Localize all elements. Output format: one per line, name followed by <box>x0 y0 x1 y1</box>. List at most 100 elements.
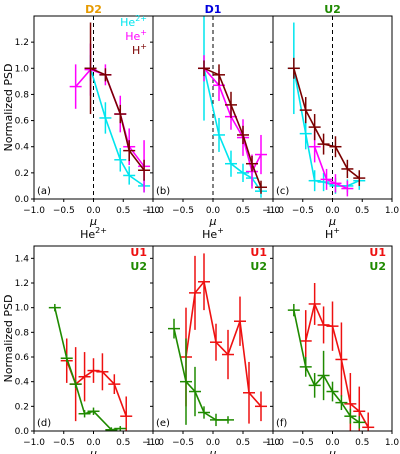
series-U2 <box>287 303 366 429</box>
panel-label: (e) <box>156 418 170 429</box>
x-tick-label: 0.5 <box>236 206 250 216</box>
x-tick-label: −1.0 <box>142 438 164 448</box>
series-Heplus <box>308 131 354 197</box>
x-tick-label: −1.0 <box>262 438 284 448</box>
x-axis-label: μ <box>209 447 217 454</box>
y-tick-label: 0.6 <box>15 117 30 127</box>
y-tick-label: 0.4 <box>15 143 30 153</box>
x-tick-label: 1.0 <box>385 206 400 216</box>
series-U2 <box>48 303 127 431</box>
panel-label: (b) <box>156 186 170 197</box>
legend-entry: U1 <box>250 246 267 259</box>
panel-title: U2 <box>324 3 341 16</box>
y-tick-label: 1.4 <box>15 254 30 264</box>
axes-frame <box>152 245 274 432</box>
series-He2plus <box>84 55 151 193</box>
y-axis-label: Normalized PSD <box>2 295 15 383</box>
y-tick-label: 0.4 <box>15 378 30 388</box>
legend-entry: U1 <box>130 246 147 259</box>
x-axis-label: μ <box>328 215 336 228</box>
x-tick-label: 0.0 <box>86 206 101 216</box>
series-line <box>185 279 262 407</box>
legend-entry: U2 <box>369 260 386 273</box>
legend-entry: U2 <box>130 260 147 273</box>
x-tick-label: 0.5 <box>355 206 369 216</box>
x-tick-label: −1.0 <box>23 438 45 448</box>
panel-b: −1.0 −0.5 0.0 0.5 1.0 μ (b) D1 <box>142 3 280 228</box>
panel-label: (d) <box>37 418 51 429</box>
panel-title: D1 <box>205 3 222 16</box>
y-tick-label: 0.6 <box>15 353 30 363</box>
x-tick-label: 1.0 <box>385 438 400 448</box>
panel-title: D2 <box>85 3 102 16</box>
y-tick-label: 1.2 <box>15 38 29 48</box>
x-tick-label: 1.0 <box>266 438 281 448</box>
x-tick-label: −1.0 <box>262 206 284 216</box>
x-tick-label: 0.0 <box>86 438 101 448</box>
series-U1 <box>60 338 133 431</box>
y-tick-label: 0.8 <box>15 328 30 338</box>
series-Hplus <box>198 60 267 194</box>
series-line <box>313 146 348 190</box>
legend-entry: He2+ <box>120 14 147 29</box>
x-axis-label: μ <box>89 215 97 228</box>
series-line <box>89 68 145 187</box>
legend-entry: H+ <box>132 42 147 57</box>
x-tick-label: 0.5 <box>355 438 369 448</box>
y-tick-label: 1.0 <box>15 64 30 74</box>
x-tick-label: 0.0 <box>325 438 340 448</box>
legend-entry: U2 <box>250 260 267 273</box>
x-axis-label: μ <box>209 215 217 228</box>
y-axis-label: Normalized PSD <box>2 64 15 152</box>
panel-title: He+ <box>202 226 224 241</box>
series-U1 <box>180 253 267 424</box>
y-tick-label: 1.0 <box>15 304 30 314</box>
series-Hplus <box>287 57 366 186</box>
series-line <box>203 68 262 192</box>
series-line <box>293 309 360 424</box>
series-He2plus <box>287 22 366 194</box>
x-tick-label: −1.0 <box>142 206 164 216</box>
x-axis-label: μ <box>328 447 336 454</box>
series-Hplus <box>84 22 151 181</box>
x-tick-label: 0.0 <box>206 206 221 216</box>
panel-c: −1.0 −0.5 0.0 0.5 1.0 μ (c) U2 <box>262 3 399 228</box>
axes-frame <box>33 245 154 432</box>
x-tick-label: −0.5 <box>172 206 194 216</box>
x-axis-label: μ <box>89 447 97 454</box>
x-tick-label: 0.5 <box>116 206 130 216</box>
y-tick-label: 0.2 <box>15 169 29 179</box>
panel-label: (a) <box>37 186 51 197</box>
x-tick-label: 0.5 <box>236 438 250 448</box>
x-tick-label: 1.0 <box>146 206 161 216</box>
series-line <box>203 67 262 188</box>
panel-a: −1.0 −0.5 0.0 0.5 1.0μ0.00.20.40.60.81.01.2N… <box>2 3 160 228</box>
panel-label: (f) <box>276 418 287 429</box>
x-tick-label: −1.0 <box>23 206 45 216</box>
x-tick-label: 0.0 <box>206 438 221 448</box>
series-U1 <box>299 283 375 431</box>
panel-d: −1.0 −0.5 0.0 0.5 1.0μ0.00.20.40.60.81.01.21… <box>2 226 160 454</box>
x-tick-label: −0.5 <box>53 206 75 216</box>
y-tick-label: 0.0 <box>15 195 30 205</box>
y-tick-label: 0.0 <box>15 427 30 437</box>
legend-entry: U1 <box>369 246 386 259</box>
x-tick-label: 0.5 <box>116 438 130 448</box>
panel-title: H+ <box>325 226 340 241</box>
y-tick-label: 0.2 <box>15 402 29 412</box>
x-tick-label: −0.5 <box>53 438 75 448</box>
x-tick-label: 1.0 <box>266 206 281 216</box>
legend-entry: He+ <box>125 28 147 43</box>
panel-title: He2+ <box>80 226 107 241</box>
y-tick-label: 1.2 <box>15 279 29 289</box>
series-line <box>304 301 369 428</box>
x-tick-label: 0.0 <box>325 206 340 216</box>
series-Heplus <box>198 55 267 189</box>
x-tick-label: −0.5 <box>172 438 194 448</box>
panel-label: (c) <box>276 186 289 197</box>
y-tick-label: 0.8 <box>15 90 30 100</box>
x-tick-label: −0.5 <box>292 438 314 448</box>
x-tick-label: 1.0 <box>146 438 161 448</box>
